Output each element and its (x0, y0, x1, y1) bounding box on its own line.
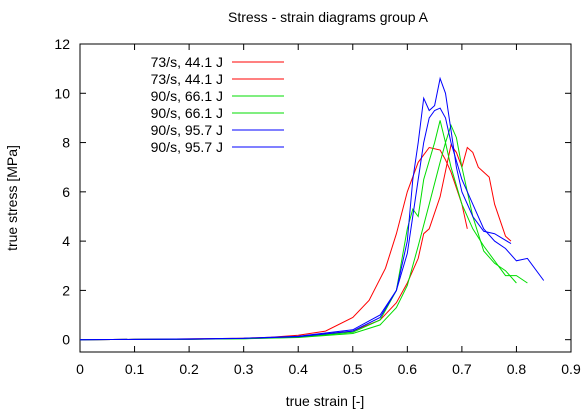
y-axis-label: true stress [MPa] (4, 145, 20, 251)
x-axis-label: true strain [-] (286, 393, 365, 409)
series-line-6 (79, 107, 545, 341)
legend-label: 90/s, 66.1 J (151, 88, 223, 104)
legend: 73/s, 44.1 J73/s, 44.1 J90/s, 66.1 J90/s… (151, 54, 284, 155)
x-tick-label: 0.1 (125, 361, 145, 377)
legend-label: 73/s, 44.1 J (151, 71, 223, 87)
legend-label: 73/s, 44.1 J (151, 54, 223, 70)
y-tick-label: 4 (62, 233, 70, 249)
series-line-2 (79, 143, 512, 341)
x-tick-label: 0.3 (234, 361, 254, 377)
x-tick-label: 0.8 (507, 361, 527, 377)
series-line-3 (79, 120, 528, 341)
x-tick-label: 0.5 (343, 361, 363, 377)
x-tick-label: 0.9 (561, 361, 581, 377)
x-tick-label: 0.4 (288, 361, 308, 377)
y-tick-label: 2 (62, 282, 70, 298)
chart-title: Stress - strain diagrams group A (228, 9, 429, 25)
y-tick-label: 10 (54, 85, 70, 101)
plot-frame (79, 43, 572, 353)
x-axis: 0 0.1 0.2 0.3 0.4 0.5 0.6 0.7 0.8 0.9 (76, 44, 581, 377)
x-tick-label: 0 (76, 361, 84, 377)
y-tick-label: 12 (54, 36, 70, 52)
series-lines (79, 76, 545, 341)
y-tick-label: 6 (62, 184, 70, 200)
y-axis: 0 2 4 6 8 10 12 (54, 36, 571, 348)
x-tick-label: 0.6 (398, 361, 418, 377)
x-tick-label: 0.7 (452, 361, 472, 377)
series-line-5 (79, 76, 512, 341)
y-tick-label: 0 (62, 332, 70, 348)
x-tick-label: 0.2 (179, 361, 199, 377)
plot-area: 0 0.1 0.2 0.3 0.4 0.5 0.6 0.7 0.8 0.9 0 2 4 6 8 10 12 (54, 36, 581, 377)
series-line-4 (79, 123, 517, 341)
legend-label: 90/s, 66.1 J (151, 105, 223, 121)
y-tick-label: 8 (62, 135, 70, 151)
legend-label: 90/s, 95.7 J (151, 122, 223, 138)
legend-label: 90/s, 95.7 J (151, 139, 223, 155)
